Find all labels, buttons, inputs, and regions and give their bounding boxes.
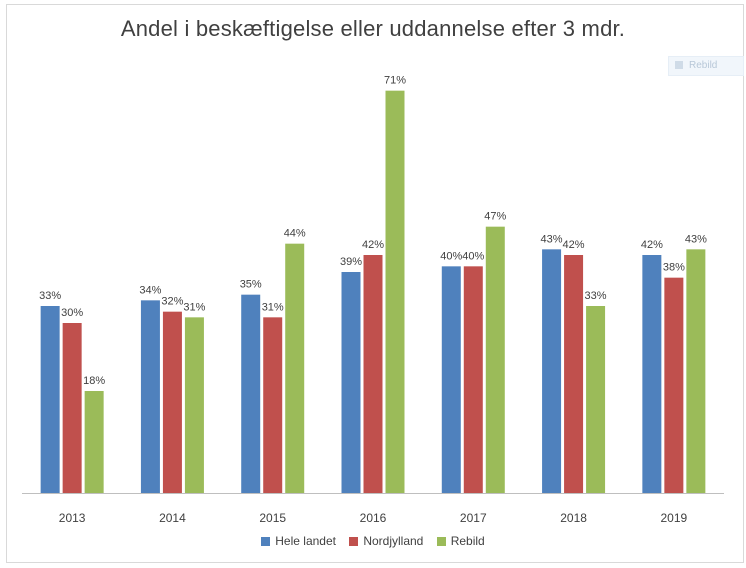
ghost-legend-tooltip: Rebild [668, 56, 744, 76]
x-tick-label: 2013 [59, 511, 86, 525]
x-tick-label: 2017 [460, 511, 487, 525]
x-tick-label: 2018 [560, 511, 587, 525]
legend-label: Rebild [450, 534, 485, 548]
legend-swatch-icon [436, 536, 446, 546]
data-label: 47% [484, 211, 506, 223]
bar-hele-landet-2014[interactable] [140, 300, 160, 493]
data-label: 33% [39, 290, 61, 302]
legend-swatch-icon [261, 536, 271, 546]
x-tick-label: 2014 [159, 511, 186, 525]
bar-hele-landet-2016[interactable] [341, 272, 361, 493]
chart-title: Andel i beskæftigelse eller uddannelse e… [120, 16, 626, 41]
data-label: 30% [61, 307, 83, 319]
bar-hele-landet-2019[interactable] [642, 255, 662, 493]
bar-nordjylland-2013[interactable] [62, 323, 82, 493]
data-label: 40% [440, 250, 462, 262]
bar-rebild-2016[interactable] [385, 90, 405, 494]
data-label: 40% [462, 250, 484, 262]
legend-swatch-icon [349, 536, 359, 546]
bar-rebild-2019[interactable] [686, 249, 706, 493]
bar-hele-landet-2018[interactable] [542, 249, 562, 493]
chart-legend: Hele landet Nordjylland Rebild [0, 534, 746, 549]
data-label: 43% [541, 233, 563, 245]
data-label: 38% [663, 262, 685, 274]
data-label: 42% [641, 239, 663, 251]
legend-item-nordjylland[interactable]: Nordjylland [349, 534, 423, 548]
bar-nordjylland-2014[interactable] [162, 311, 182, 493]
data-label: 42% [563, 239, 585, 251]
data-label: 42% [362, 239, 384, 251]
data-label: 34% [139, 284, 161, 296]
bar-rebild-2013[interactable] [84, 391, 104, 493]
bar-rebild-2015[interactable] [285, 243, 305, 493]
x-tick-label: 2016 [360, 511, 387, 525]
data-label: 43% [685, 233, 707, 245]
legend-item-hele-landet[interactable]: Hele landet [261, 534, 336, 548]
data-label: 18% [83, 375, 105, 387]
bar-rebild-2018[interactable] [586, 306, 606, 493]
ghost-swatch-icon [675, 61, 683, 69]
data-label: 71% [384, 75, 406, 87]
bar-nordjylland-2016[interactable] [363, 255, 383, 493]
data-label: 44% [284, 228, 306, 240]
x-tick-label: 2015 [259, 511, 286, 525]
data-label: 31% [262, 301, 284, 313]
legend-item-rebild[interactable]: Rebild [436, 534, 485, 548]
bar-nordjylland-2017[interactable] [463, 266, 483, 493]
bar-hele-landet-2015[interactable] [241, 294, 261, 493]
bar-rebild-2014[interactable] [184, 317, 204, 493]
data-label: 39% [340, 256, 362, 268]
bar-hele-landet-2013[interactable] [40, 306, 60, 493]
data-label: 35% [240, 279, 262, 291]
x-tick-label: 2019 [661, 511, 688, 525]
bar-nordjylland-2018[interactable] [564, 255, 584, 493]
bar-rebild-2017[interactable] [485, 226, 505, 493]
data-label: 32% [161, 296, 183, 308]
data-label: 33% [585, 290, 607, 302]
legend-label: Nordjylland [363, 534, 424, 548]
bar-nordjylland-2015[interactable] [263, 317, 283, 493]
bar-nordjylland-2019[interactable] [664, 277, 684, 493]
ghost-label: Rebild [689, 60, 718, 71]
data-label: 31% [183, 301, 205, 313]
legend-label: Hele landet [275, 534, 336, 548]
bar-hele-landet-2017[interactable] [441, 266, 461, 493]
